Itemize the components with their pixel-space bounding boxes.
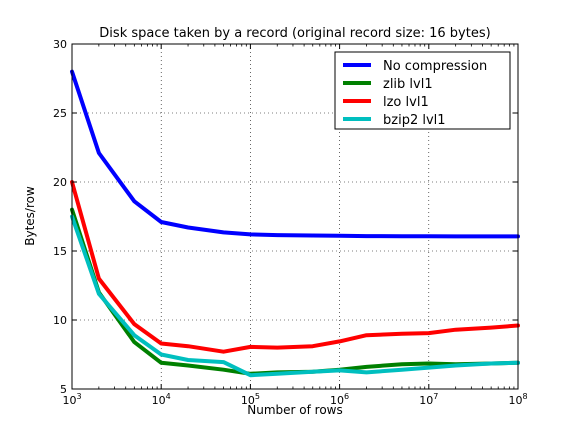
legend-label-bzip2-lvl1: bzip2 lvl1 xyxy=(383,113,446,128)
x-tick-label-base: 10 xyxy=(508,394,522,407)
x-tick-label: 105 xyxy=(241,392,260,407)
legend-label-zlib-lvl1: zlib lvl1 xyxy=(383,77,433,92)
y-tick-label: 15 xyxy=(53,245,67,258)
plot-area-frame xyxy=(71,43,519,390)
legend-label-lzo-lvl1: lzo lvl1 xyxy=(383,95,429,110)
series-line-no-compression xyxy=(70,69,520,239)
x-tick-label-exponent: 6 xyxy=(344,392,349,401)
x-tick-label-exponent: 7 xyxy=(433,392,438,401)
x-tick-label-base: 10 xyxy=(62,394,76,407)
series-line-bzip2-lvl1 xyxy=(70,214,520,378)
grid-lines xyxy=(72,44,518,389)
series-line-lzo-lvl1 xyxy=(70,180,520,354)
legend-label-no-compression: No compression xyxy=(383,59,487,74)
x-tick-label: 103 xyxy=(62,392,81,407)
x-tick-label-base: 10 xyxy=(419,394,433,407)
x-tick-label-base: 10 xyxy=(241,394,255,407)
y-tick-label: 30 xyxy=(53,38,67,51)
x-tick-label-base: 10 xyxy=(330,394,344,407)
x-tick-label: 104 xyxy=(152,392,171,407)
x-tick-label-exponent: 5 xyxy=(255,392,260,401)
x-tick-label: 108 xyxy=(508,392,527,407)
y-tick-label: 10 xyxy=(53,314,67,327)
y-tick-label: 20 xyxy=(53,176,67,189)
x-tick-label-exponent: 8 xyxy=(522,392,527,401)
x-axis-label: Number of rows xyxy=(247,403,342,417)
x-tick-label-base: 10 xyxy=(152,394,166,407)
x-tick-label-exponent: 4 xyxy=(166,392,171,401)
y-tick-label: 5 xyxy=(60,383,67,396)
y-axis-label: Bytes/row xyxy=(23,186,37,246)
chart-title: Disk space taken by a record (original r… xyxy=(99,26,490,41)
plot-series xyxy=(70,69,520,378)
x-tick-label-exponent: 3 xyxy=(76,392,81,401)
legend: No compression zlib lvl1 lzo lvl1 bzip2 lvl… xyxy=(334,51,511,130)
y-tick-label: 25 xyxy=(53,107,67,120)
x-tick-label: 107 xyxy=(419,392,438,407)
x-tick-label: 106 xyxy=(330,392,349,407)
